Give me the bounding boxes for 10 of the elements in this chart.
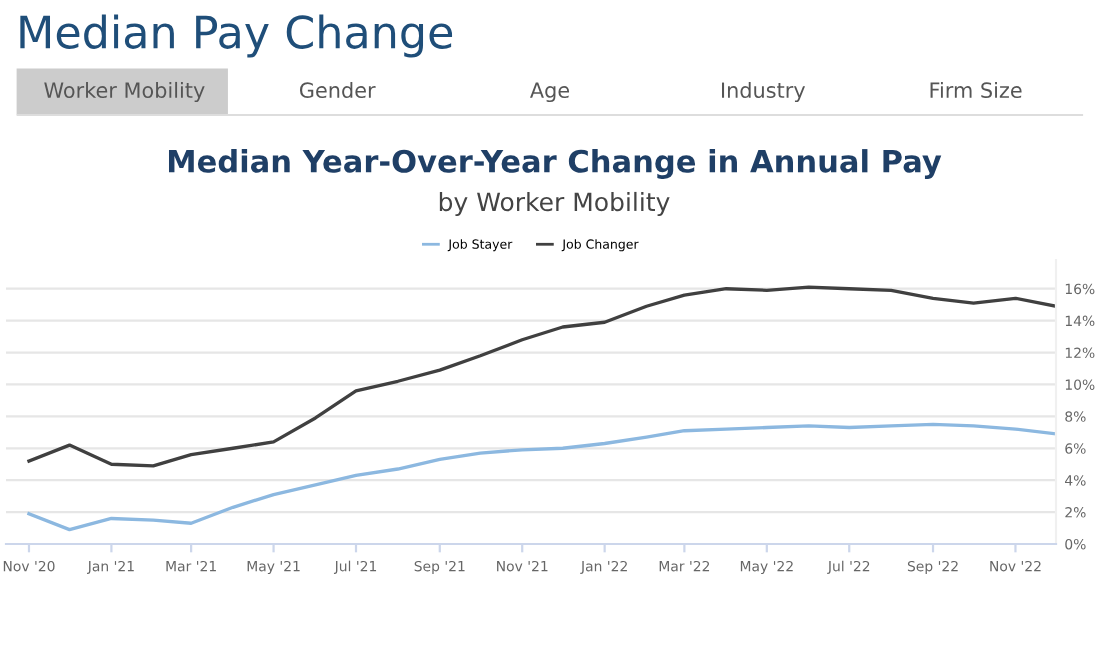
chart-title: Median Year-Over-Year Change in Annual Pay — [169, 149, 942, 179]
text: Gender — [299, 81, 376, 99]
line-series — [27, 285, 1056, 468]
line-series — [27, 422, 1056, 532]
text: Age — [530, 82, 570, 103]
text: Worker Mobility — [44, 81, 205, 103]
text: Median Pay Change — [20, 14, 453, 58]
chart-subtitle: by Worker Mobility — [439, 191, 670, 217]
text: Industry — [722, 81, 806, 103]
text: Firm Size — [930, 81, 1022, 99]
